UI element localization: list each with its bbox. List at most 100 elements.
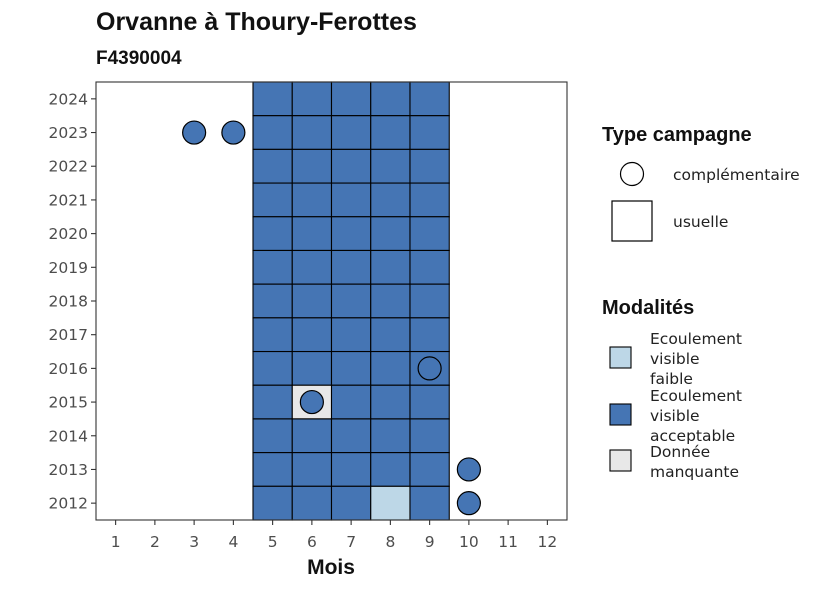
x-tick-label: 6 bbox=[307, 533, 317, 551]
heatmap-cell bbox=[409, 384, 450, 420]
heatmap-cell bbox=[409, 182, 450, 218]
heatmap-cell bbox=[409, 485, 450, 521]
heatmap-cell bbox=[291, 418, 333, 454]
heatmap-cell bbox=[370, 81, 411, 117]
x-tick-label: 9 bbox=[425, 533, 435, 551]
complementaire-point bbox=[417, 356, 442, 381]
heatmap-cell bbox=[330, 350, 372, 386]
heatmap-cell bbox=[252, 384, 293, 420]
heatmap-cell bbox=[252, 418, 293, 454]
x-tick-label: 12 bbox=[538, 533, 558, 551]
shape-legend-title: Type campagne bbox=[602, 124, 752, 146]
heatmap-cell bbox=[291, 485, 333, 521]
heatmap-cell bbox=[252, 249, 293, 285]
legend-swatch-manquante bbox=[609, 449, 632, 472]
heatmap-cell bbox=[330, 216, 372, 252]
heatmap-cell bbox=[409, 418, 450, 454]
legend-label-acceptable: Ecoulement visible acceptable bbox=[650, 387, 747, 445]
heatmap-cell bbox=[370, 317, 411, 353]
x-axis-title: Mois bbox=[307, 556, 355, 579]
y-tick-label: 2015 bbox=[49, 394, 88, 412]
fill-legend: Modalités Ecoulement visible faible Ecou… bbox=[602, 297, 747, 481]
heatmap-cell bbox=[370, 182, 411, 218]
legend-label-manquante: Donnée manquante bbox=[650, 443, 739, 481]
y-tick-label: 2020 bbox=[49, 225, 88, 243]
x-tick-label: 8 bbox=[385, 533, 395, 551]
y-tick-label: 2023 bbox=[49, 124, 88, 142]
complementaire-point bbox=[299, 389, 324, 415]
legend-square-symbol bbox=[611, 200, 653, 242]
y-tick-label: 2016 bbox=[49, 360, 88, 378]
shape-legend: Type campagne complémentaire usuelle bbox=[602, 124, 800, 242]
heatmap-cell bbox=[370, 418, 411, 454]
heatmap-cell bbox=[370, 485, 411, 521]
y-tick-label: 2017 bbox=[49, 326, 88, 344]
y-tick-label: 2022 bbox=[49, 158, 88, 176]
heatmap-cell bbox=[370, 283, 411, 319]
heatmap-cell bbox=[330, 81, 372, 117]
heatmap-cell bbox=[291, 81, 333, 117]
y-tick-label: 2019 bbox=[49, 259, 88, 277]
heatmap-cell bbox=[252, 452, 293, 487]
heatmap-cell bbox=[409, 148, 450, 184]
heatmap-cell bbox=[330, 317, 372, 353]
heatmap-cell bbox=[252, 81, 293, 117]
complementaire-points bbox=[182, 120, 481, 516]
x-tick-label: 3 bbox=[189, 533, 199, 551]
x-tick-label: 2 bbox=[150, 533, 160, 551]
legend-swatch-faible bbox=[609, 346, 632, 369]
chart-title: Orvanne à Thoury-Ferottes bbox=[96, 8, 417, 36]
x-tick-label: 11 bbox=[498, 533, 518, 551]
heatmap-cell bbox=[291, 216, 333, 252]
legend-swatch-acceptable bbox=[609, 403, 632, 426]
y-axis: 2012 2013 2014 2015 2016 2017 2018 2019 2020 2021… bbox=[49, 90, 96, 513]
complementaire-point bbox=[182, 120, 207, 145]
y-tick-label: 2021 bbox=[49, 191, 88, 209]
heatmap-cell bbox=[291, 182, 333, 218]
heatmap-cell bbox=[370, 115, 411, 150]
y-tick-label: 2018 bbox=[49, 293, 88, 311]
heatmap-cell bbox=[409, 249, 450, 285]
heatmap-cell bbox=[291, 350, 333, 386]
heatmap-cell bbox=[252, 317, 293, 353]
x-tick-label: 5 bbox=[268, 533, 278, 551]
legend-label-usuelle: usuelle bbox=[673, 213, 728, 231]
heatmap-cell bbox=[330, 148, 372, 184]
heatmap-cell bbox=[252, 148, 293, 184]
heatmap-cell bbox=[330, 485, 372, 521]
complementaire-point bbox=[221, 120, 246, 145]
heatmap-cell bbox=[330, 384, 372, 420]
y-tick-label: 2014 bbox=[49, 427, 88, 445]
heatmap-cell bbox=[409, 317, 450, 353]
heatmap-cell bbox=[252, 350, 293, 386]
complementaire-point bbox=[456, 491, 481, 516]
x-tick-label: 4 bbox=[228, 533, 238, 551]
heatmap-cell bbox=[370, 148, 411, 184]
heatmap-cell bbox=[252, 216, 293, 252]
heatmap-cell bbox=[370, 216, 411, 252]
heatmap-cell bbox=[370, 384, 411, 420]
heatmap-cell bbox=[291, 148, 333, 184]
heatmap-cell bbox=[252, 283, 293, 319]
heatmap-cell bbox=[370, 249, 411, 285]
heatmap-cell bbox=[291, 249, 333, 285]
fill-legend-title: Modalités bbox=[602, 297, 694, 319]
complementaire-point bbox=[456, 457, 481, 482]
heatmap-cell bbox=[370, 350, 411, 386]
heatmap-cell bbox=[370, 452, 411, 487]
heatmap-cell bbox=[330, 249, 372, 285]
y-tick-label: 2013 bbox=[49, 461, 88, 479]
heatmap-cell bbox=[291, 283, 333, 319]
legend-circle-symbol bbox=[619, 161, 645, 187]
heatmap-cell bbox=[330, 182, 372, 218]
heatmap-cell bbox=[291, 452, 333, 487]
usuelle-cells bbox=[252, 81, 450, 521]
heatmap-cell bbox=[252, 182, 293, 218]
legend-label-faible: Ecoulement visible faible bbox=[650, 330, 747, 388]
x-tick-label: 10 bbox=[459, 533, 479, 551]
heatmap-cell bbox=[330, 418, 372, 454]
legend-label-complementaire: complémentaire bbox=[673, 166, 800, 184]
heatmap-cell bbox=[330, 115, 372, 150]
heatmap-cell bbox=[409, 216, 450, 252]
